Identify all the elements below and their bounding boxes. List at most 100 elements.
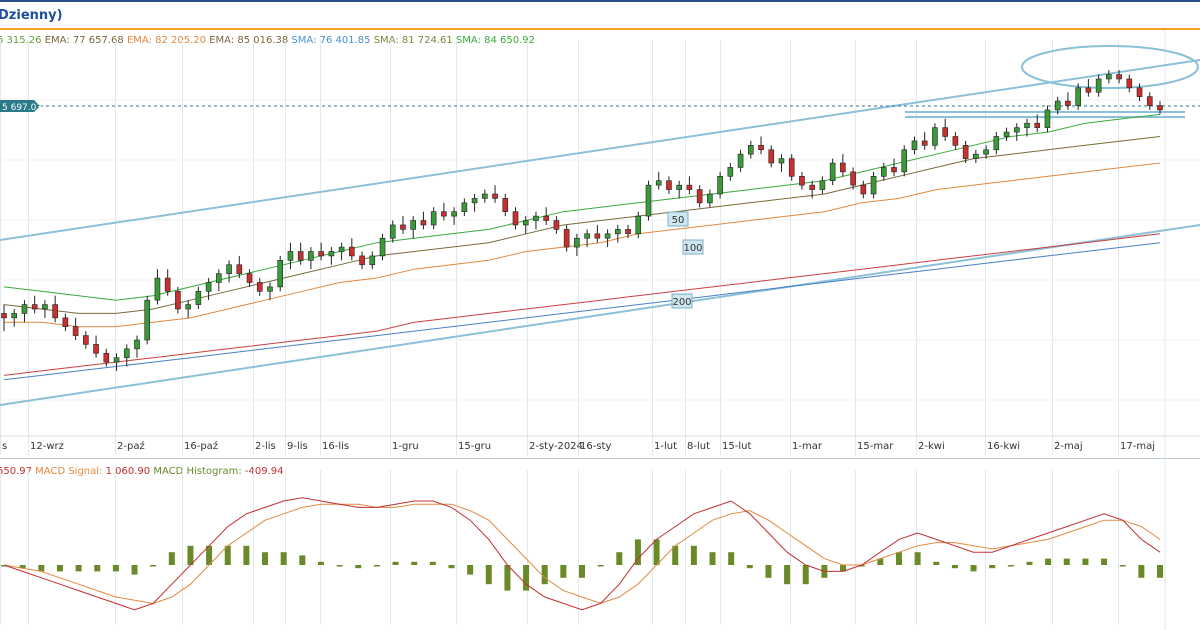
macd-histogram-bar (802, 565, 809, 585)
candle-body (635, 215, 642, 235)
legend-item: EMA: 77 657.68 (44, 35, 127, 46)
candle-body (502, 198, 509, 212)
macd-histogram-bar (728, 552, 735, 565)
candle-body (993, 136, 1000, 151)
macd-legend-item: 1 060.90 (105, 466, 154, 477)
macd-histogram-bar (634, 539, 641, 565)
candle-body (932, 127, 938, 146)
candle-body (625, 229, 631, 235)
candle-body (533, 215, 539, 221)
candle-body (185, 304, 191, 310)
candle-body (379, 237, 386, 257)
macd-histogram-bar (989, 565, 996, 569)
candle-body (1024, 122, 1030, 128)
ma-label: 50 (672, 215, 685, 226)
x-tick-label: 2-kwi (918, 441, 945, 452)
ma-label: 200 (672, 297, 691, 308)
macd-histogram-bar (168, 552, 175, 565)
candle-body (1157, 105, 1163, 111)
candle-body (860, 184, 867, 195)
candle-body (666, 180, 672, 190)
candle-body (645, 184, 652, 217)
price-tag (0, 100, 40, 112)
candle-body (717, 175, 723, 195)
macd-histogram-bar (262, 552, 269, 565)
candle-body (819, 180, 826, 190)
candle-body (747, 145, 754, 155)
indicator-legend: 6 315.26 EMA: 77 657.68 EMA: 82 205.20 E… (0, 35, 535, 46)
macd-histogram-bar (784, 565, 791, 585)
macd-histogram-bar (1026, 561, 1033, 565)
macd-histogram-bar (560, 565, 567, 578)
candle-body (492, 193, 498, 199)
macd-histogram-bar (1138, 565, 1145, 578)
candle-body (297, 251, 304, 261)
macd-histogram-bar (355, 565, 362, 569)
macd-histogram-bar (951, 565, 958, 569)
candle-body (655, 180, 662, 186)
candle-body (42, 304, 48, 310)
candle-body (400, 224, 406, 230)
macd-histogram-bar (579, 565, 585, 578)
candle-body (911, 140, 918, 151)
candle-body (1116, 74, 1122, 80)
macd-legend: 650.97 MACD Signal: 1 060.90 MACD Histog… (0, 466, 284, 477)
candle-body (338, 246, 345, 252)
macd-histogram-bar (19, 565, 26, 569)
candle-body (778, 158, 785, 164)
macd-histogram-bar (112, 565, 119, 572)
candle-body (758, 145, 764, 151)
ma-line (3, 233, 1161, 376)
macd-histogram-bar (504, 565, 511, 591)
ma-label-box (682, 239, 704, 255)
candle-body (563, 229, 570, 248)
macd-histogram-bar (933, 561, 940, 565)
candle-body (154, 277, 161, 301)
macd-histogram-bar (914, 552, 921, 565)
candle-body (52, 304, 58, 319)
macd-histogram-bar (75, 565, 82, 572)
macd-histogram-bar (299, 555, 306, 565)
candle-body (1146, 96, 1153, 106)
highlight-ellipse (1021, 45, 1199, 89)
candle-body (707, 193, 713, 204)
macd-histogram-bar (616, 552, 623, 565)
candle-body (420, 220, 427, 226)
candle-body (788, 158, 795, 177)
candle-body (942, 127, 948, 137)
x-tick-label: 2-maj (1054, 441, 1083, 452)
macd-histogram-bar (523, 565, 530, 591)
candle-body (349, 246, 355, 257)
macd-histogram-bar (895, 552, 902, 565)
candle-body (134, 339, 140, 350)
ma-line (3, 113, 1161, 301)
macd-histogram-bar (485, 565, 492, 585)
candle-body (164, 277, 171, 292)
candle-body (829, 162, 836, 182)
candle-body (522, 220, 529, 226)
x-tick-label: 16-sty (580, 441, 611, 452)
x-tick-label: 1-mar (792, 441, 823, 452)
candle-body (267, 286, 273, 292)
macd-histogram-bar (821, 565, 828, 578)
candle-body (103, 352, 110, 363)
macd-histogram-bar (690, 545, 697, 565)
candle-body (574, 237, 580, 248)
candle-body (226, 264, 232, 274)
candle-body (441, 211, 447, 217)
macd-histogram-bar (280, 552, 287, 565)
x-tick-label: 2-paź (117, 440, 145, 452)
candle-body (696, 189, 703, 204)
candle-body (123, 348, 130, 358)
candle-body (1065, 100, 1071, 106)
candle-body (410, 220, 417, 230)
candle-body (543, 215, 549, 221)
candle-body (83, 335, 89, 345)
macd-histogram-bar (746, 565, 753, 569)
candle-body (584, 233, 590, 239)
x-tick-label: 2-sty-2024 (529, 441, 583, 452)
candle-body (1013, 127, 1020, 133)
x-tick-label: 2-lis (255, 441, 276, 452)
macd-legend-item: 650.97 (0, 466, 36, 477)
